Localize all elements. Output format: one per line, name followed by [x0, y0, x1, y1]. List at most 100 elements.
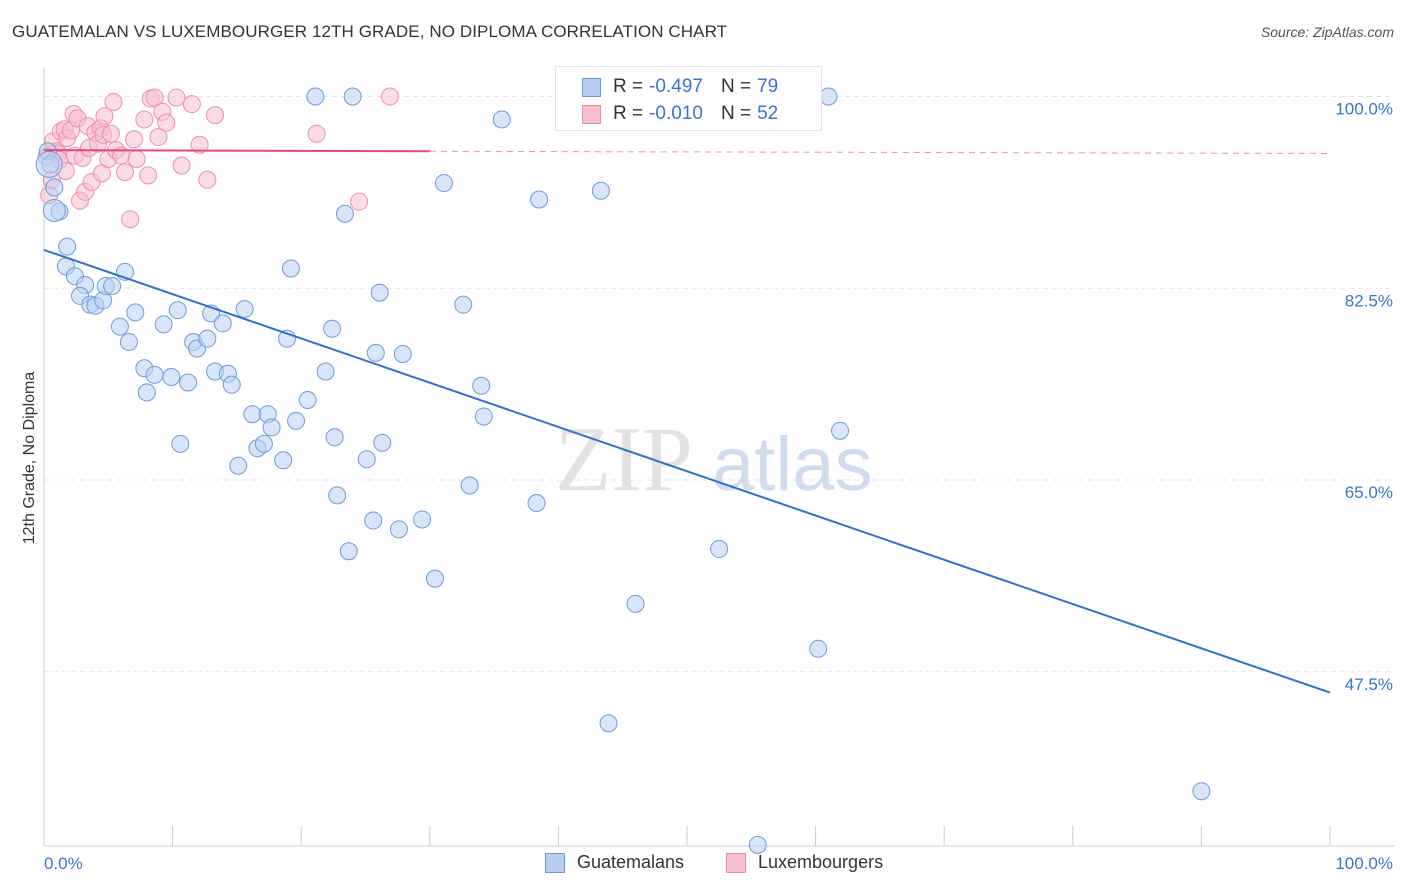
guatemalan-point	[819, 87, 838, 106]
y-tick-label: 65.0%	[1345, 483, 1393, 502]
guatemalan-point	[274, 451, 293, 470]
legend-r-label: R =	[613, 76, 644, 97]
chart-title: GUATEMALAN VS LUXEMBOURGER 12TH GRADE, N…	[12, 22, 728, 41]
watermark: ZIP atlas	[555, 408, 873, 510]
legend-label: Guatemalans	[577, 852, 685, 872]
y-tick-label: 82.5%	[1345, 291, 1393, 310]
tick-labels: 47.5% 65.0% 82.5% 100.0% 0.0% 100.0%	[44, 99, 1393, 873]
legend-n-value: 52	[757, 103, 779, 124]
guatemalan-point	[287, 411, 306, 430]
legend-item-guatemalans[interactable]: Guatemalans	[545, 852, 684, 873]
guatemalan-point	[110, 317, 129, 336]
legend-swatch-pink	[582, 104, 601, 124]
guatemalan-point	[343, 87, 362, 106]
guatemalan-point	[306, 87, 325, 106]
gridlines	[44, 95, 1394, 673]
source-label: Source: ZipAtlas.com	[1260, 24, 1394, 40]
luxembourger-point	[380, 87, 399, 106]
luxembourger-point	[139, 166, 158, 185]
luxembourger-point	[190, 135, 209, 154]
series-legend: Guatemalans Luxembourgers	[0, 852, 1406, 876]
guatemalan-point	[145, 365, 164, 384]
guatemalan-point	[364, 511, 383, 530]
guatemalans-points	[35, 87, 1211, 854]
guatemalan-point	[454, 295, 473, 314]
guatemalan-point	[748, 835, 767, 854]
legend-r-value: -0.497	[649, 76, 703, 97]
luxembourger-point	[182, 95, 201, 114]
guatemalan-point	[137, 383, 156, 402]
guatemalan-point	[316, 362, 335, 381]
guatemalan-point	[389, 520, 408, 539]
watermark-atlas: atlas	[712, 422, 873, 507]
luxembourger-point	[116, 163, 135, 182]
guatemalan-point	[222, 375, 241, 394]
guatemalan-point	[809, 639, 828, 658]
guatemalan-point	[492, 110, 511, 129]
guatemalan-point	[103, 277, 122, 296]
luxembourgers-trend-line	[43, 149, 430, 153]
guatemalan-point	[831, 421, 850, 440]
guatemalan-point	[1192, 782, 1211, 801]
x-tick-label: 0.0%	[44, 854, 83, 873]
guatemalan-point	[198, 329, 217, 348]
legend-row-guatemalans: R = -0.497 N = 79	[582, 75, 778, 99]
luxembourger-point	[127, 149, 146, 168]
x-tick-label: 100.0%	[1335, 854, 1393, 873]
guatemalan-point	[339, 542, 358, 561]
guatemalan-point	[171, 434, 190, 453]
guatemalan-point	[527, 494, 546, 513]
luxembourger-point	[198, 170, 217, 189]
luxembourger-point	[157, 113, 176, 132]
legend-n-label: N =	[720, 76, 752, 97]
legend-item-luxembourgers[interactable]: Luxembourgers	[726, 852, 883, 873]
guatemalan-point	[213, 314, 232, 333]
guatemalan-point	[474, 407, 493, 426]
guatemalan-point	[472, 376, 491, 395]
correlation-legend: R = -0.497 N = 79 R = -0.010 N = 52	[555, 66, 822, 131]
luxembourger-point	[104, 92, 123, 111]
guatemalan-point	[162, 368, 181, 387]
trend-lines	[43, 149, 1331, 694]
legend-swatch-blue	[545, 852, 565, 873]
axes	[43, 68, 1394, 847]
guatemalan-point	[254, 434, 273, 453]
guatemalan-point	[58, 237, 77, 256]
guatemalan-point	[460, 476, 479, 495]
guatemalan-point	[229, 456, 248, 475]
luxembourger-point	[172, 156, 191, 175]
legend-row-luxembourgers: R = -0.010 N = 52	[582, 102, 778, 126]
guatemalan-point	[325, 428, 344, 447]
guatemalan-point	[366, 343, 385, 362]
guatemalan-point	[591, 181, 610, 200]
guatemalan-point	[235, 300, 254, 319]
guatemalan-point	[262, 418, 281, 437]
legend-r-label: R =	[613, 103, 644, 124]
guatemalan-point	[373, 433, 392, 452]
luxembourger-point	[149, 128, 168, 147]
watermark-zip: ZIP	[555, 408, 693, 510]
luxembourger-point	[307, 124, 326, 143]
guatemalan-point	[425, 569, 444, 588]
luxembourger-point	[145, 88, 164, 107]
guatemalan-point	[370, 283, 389, 302]
guatemalan-point	[168, 301, 187, 320]
y-tick-label: 100.0%	[1335, 99, 1393, 118]
guatemalan-point	[35, 150, 63, 178]
guatemalan-point	[45, 178, 64, 197]
luxembourger-point	[125, 130, 144, 149]
guatemalan-point	[434, 174, 453, 193]
guatemalan-point	[413, 510, 432, 529]
y-tick-label: 47.5%	[1345, 675, 1393, 694]
legend-swatch-blue	[582, 77, 601, 97]
guatemalan-point	[42, 198, 66, 222]
guatemalan-point	[599, 714, 618, 733]
guatemalan-point	[154, 315, 173, 334]
guatemalan-point	[357, 450, 376, 469]
guatemalan-point	[393, 344, 412, 363]
legend-r-value: -0.010	[649, 103, 703, 124]
legend-n-value: 79	[757, 76, 779, 97]
luxembourgers-trend-extension	[429, 150, 1331, 154]
guatemalan-point	[243, 405, 262, 424]
